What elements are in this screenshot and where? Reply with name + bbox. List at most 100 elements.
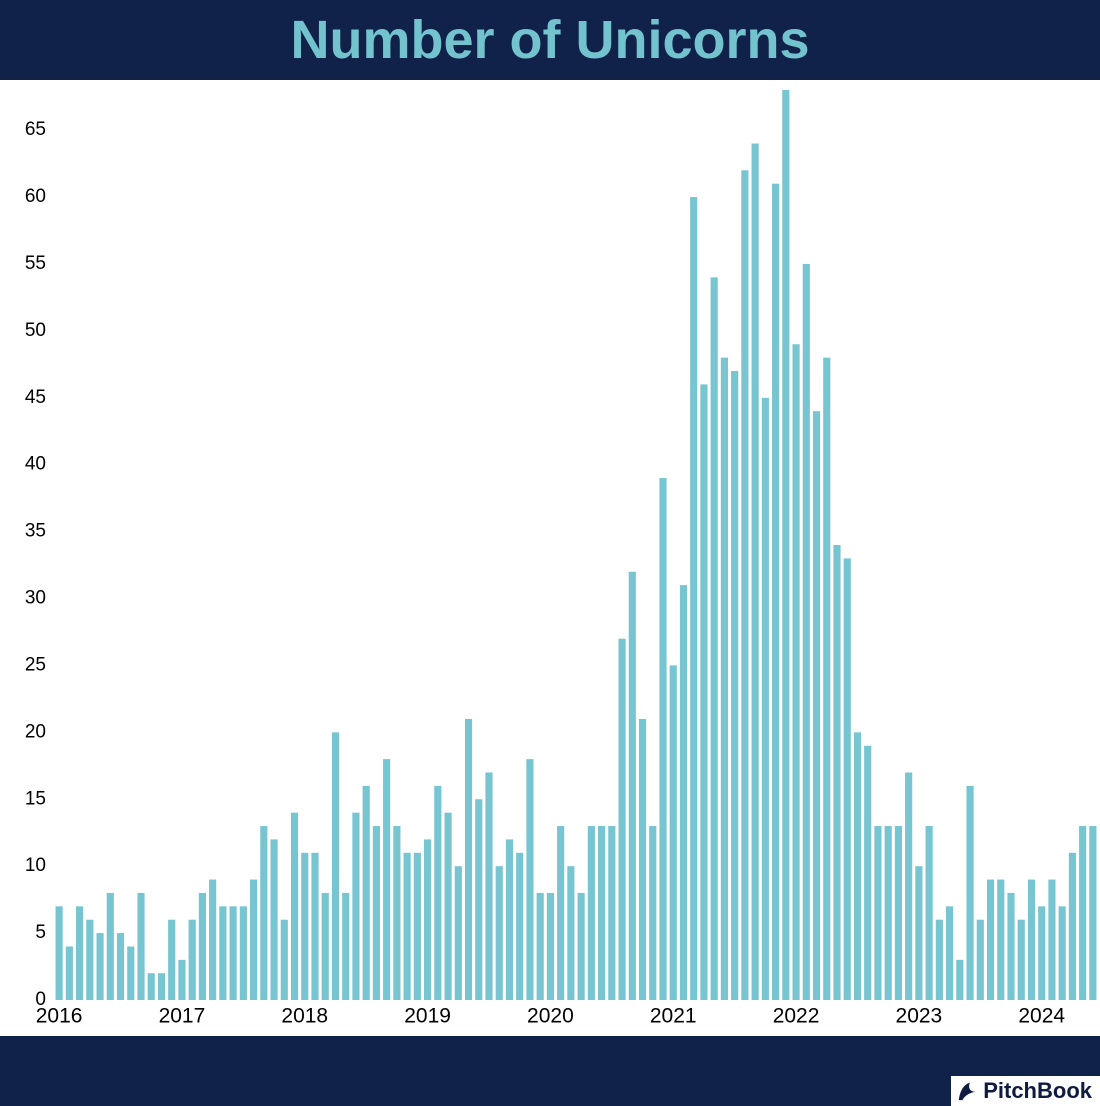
bar <box>148 973 155 1000</box>
bar <box>618 639 625 1000</box>
bar <box>230 906 237 1000</box>
bar <box>588 826 595 1000</box>
bar <box>117 933 124 1000</box>
bar <box>383 759 390 1000</box>
bar <box>803 264 810 1000</box>
bar <box>598 826 605 1000</box>
bar <box>608 826 615 1000</box>
bar <box>813 411 820 1000</box>
y-tick-label: 65 <box>25 119 46 140</box>
x-tick-label: 2023 <box>896 1004 943 1027</box>
x-tick-label: 2020 <box>527 1004 574 1027</box>
bar <box>465 719 472 1000</box>
bar <box>567 866 574 1000</box>
bar <box>895 826 902 1000</box>
bar <box>1079 826 1086 1000</box>
bar <box>700 384 707 1000</box>
bar <box>475 799 482 1000</box>
x-tick-label: 2017 <box>159 1004 206 1027</box>
pitchbook-label: PitchBook <box>983 1078 1092 1104</box>
bar <box>281 920 288 1000</box>
bar <box>96 933 103 1000</box>
x-tick-label: 2018 <box>281 1004 328 1027</box>
x-tick-label: 2024 <box>1018 1004 1065 1027</box>
x-tick-label: 2021 <box>650 1004 697 1027</box>
y-tick-label: 30 <box>25 588 46 609</box>
bar <box>496 866 503 1000</box>
bar <box>393 826 400 1000</box>
bar <box>966 786 973 1000</box>
bar <box>997 880 1004 1000</box>
bar <box>649 826 656 1000</box>
bar <box>936 920 943 1000</box>
bar <box>455 866 462 1000</box>
chart-header: Number of Unicorns <box>0 0 1100 80</box>
bar <box>711 277 718 1000</box>
bar <box>782 90 789 1000</box>
bar <box>127 946 134 1000</box>
bar <box>854 732 861 1000</box>
bar <box>578 893 585 1000</box>
bar <box>240 906 247 1000</box>
bar <box>823 358 830 1000</box>
y-tick-label: 15 <box>25 788 46 809</box>
bar <box>905 773 912 1001</box>
bar <box>158 973 165 1000</box>
bar <box>86 920 93 1000</box>
bar <box>434 786 441 1000</box>
bar <box>526 759 533 1000</box>
bar <box>56 906 63 1000</box>
bar <box>670 665 677 1000</box>
bar <box>752 144 759 1000</box>
bar <box>291 813 298 1000</box>
bar <box>987 880 994 1000</box>
bar <box>772 184 779 1000</box>
bar <box>629 572 636 1000</box>
y-tick-label: 20 <box>25 721 46 742</box>
bar <box>311 853 318 1000</box>
y-tick-label: 5 <box>35 922 46 943</box>
bar <box>414 853 421 1000</box>
bar <box>844 558 851 1000</box>
bar <box>946 906 953 1000</box>
bar <box>322 893 329 1000</box>
bar <box>1007 893 1014 1000</box>
bar <box>342 893 349 1000</box>
bar <box>762 398 769 1000</box>
bar <box>885 826 892 1000</box>
bar <box>199 893 206 1000</box>
bar <box>209 880 216 1000</box>
bar <box>219 906 226 1000</box>
bar <box>332 732 339 1000</box>
bar <box>864 746 871 1000</box>
bar <box>659 478 666 1000</box>
bar <box>66 946 73 1000</box>
bar <box>424 839 431 1000</box>
x-tick-label: 2019 <box>404 1004 451 1027</box>
bar <box>1038 906 1045 1000</box>
bar <box>915 866 922 1000</box>
y-tick-label: 60 <box>25 186 46 207</box>
bar-chart: 0510152025303540455055606520162017201820… <box>0 80 1100 1036</box>
bar <box>270 839 277 1000</box>
bar <box>373 826 380 1000</box>
x-tick-label: 2016 <box>36 1004 83 1027</box>
x-tick-label: 2022 <box>773 1004 820 1027</box>
chart-area: 0510152025303540455055606520162017201820… <box>0 80 1100 1036</box>
bar <box>537 893 544 1000</box>
bar <box>680 585 687 1000</box>
bar <box>741 170 748 1000</box>
bar <box>1059 906 1066 1000</box>
bar <box>1028 880 1035 1000</box>
bar <box>137 893 144 1000</box>
bar <box>178 960 185 1000</box>
y-tick-label: 50 <box>25 320 46 341</box>
bar <box>1018 920 1025 1000</box>
bar <box>926 826 933 1000</box>
bar <box>1089 826 1096 1000</box>
bar <box>301 853 308 1000</box>
bar <box>833 545 840 1000</box>
pitchbook-icon <box>957 1080 979 1102</box>
y-tick-label: 40 <box>25 454 46 475</box>
chart-footer: PitchBook <box>0 1036 1100 1106</box>
